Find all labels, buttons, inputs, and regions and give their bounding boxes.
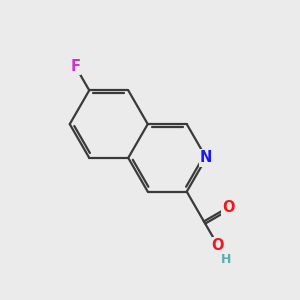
Text: O: O [222, 200, 235, 215]
Text: H: H [220, 253, 231, 266]
Text: F: F [70, 58, 80, 74]
Text: O: O [212, 238, 224, 253]
Text: N: N [200, 150, 212, 165]
